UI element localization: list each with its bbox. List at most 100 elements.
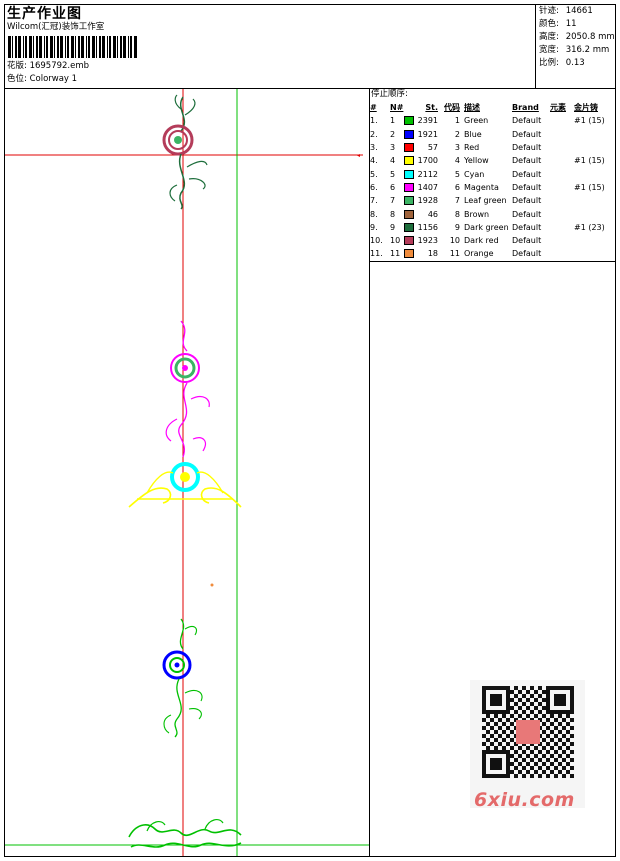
row-stitches: 2391	[404, 114, 438, 127]
row-sequin	[574, 141, 605, 154]
col-brand: Brand	[512, 103, 539, 113]
row-element	[550, 194, 574, 207]
row-index: 2.	[370, 129, 378, 139]
barcode	[8, 36, 140, 58]
row-description: Orange	[464, 249, 494, 259]
row-description: Leaf green	[464, 196, 507, 206]
row-needle: 11	[390, 249, 401, 259]
row-brand: Default	[512, 169, 542, 179]
row-code: 11	[449, 249, 460, 259]
row-code: 9	[454, 222, 460, 232]
row-sequin	[574, 234, 605, 247]
row-element	[550, 167, 574, 180]
stat-stitches: 针迹: 14661	[539, 6, 593, 16]
table-row: 8. 8 46 8 Brown Default	[370, 207, 605, 220]
company-name: Wilcom(汇冠)装饰工作室	[7, 22, 105, 32]
table-row: 3. 3 57 3 Red Default	[370, 141, 605, 154]
guide-marker: ◂	[357, 152, 360, 159]
row-needle: 10	[390, 236, 401, 246]
row-element	[550, 128, 574, 141]
table-row: 10. 10 1923 10 Dark red Default	[370, 234, 605, 247]
row-brand: Default	[512, 182, 542, 192]
row-index: 11.	[370, 249, 383, 259]
row-index: 4.	[370, 156, 378, 166]
row-sequin: #1 (15)	[574, 182, 605, 192]
motif-bottom-border	[128, 819, 242, 848]
row-description: Yellow	[464, 156, 489, 166]
row-description: Magenta	[464, 182, 499, 192]
table-header-row: # N# St. 代码 描述 Brand 元素 金片铸	[370, 101, 605, 114]
stat-width: 宽度: 316.2 mm	[539, 45, 610, 55]
row-stitches: 57	[404, 141, 438, 154]
row-brand: Default	[512, 143, 542, 153]
table-row: 9. 9 1156 9 Dark green Default #1 (23)	[370, 221, 605, 234]
row-brand: Default	[512, 196, 542, 206]
row-stitches: 1407	[404, 181, 438, 194]
row-needle: 2	[390, 129, 396, 139]
row-element	[550, 114, 574, 127]
row-sequin	[574, 128, 605, 141]
row-stitches: 1921	[404, 128, 438, 141]
row-element	[550, 234, 574, 247]
table-row: 11. 11 18 11 Orange Default	[370, 247, 605, 260]
row-stitches: 1700	[404, 154, 438, 167]
row-description: Dark red	[464, 236, 499, 246]
color-swatch	[404, 209, 414, 219]
color-swatch	[404, 249, 414, 259]
colorway-label: 色位:	[7, 74, 27, 84]
row-description: Green	[464, 116, 489, 126]
color-swatch	[404, 182, 414, 192]
row-code: 2	[454, 129, 460, 139]
row-sequin	[574, 167, 605, 180]
row-brand: Default	[512, 129, 542, 139]
row-needle: 5	[390, 169, 396, 179]
row-code: 6	[454, 182, 460, 192]
col-code: 代码	[444, 103, 460, 113]
color-swatch	[404, 169, 414, 179]
watermark-text: 6xiu.com	[474, 789, 575, 811]
row-needle: 8	[390, 209, 396, 219]
row-stitches: 1923	[404, 234, 438, 247]
qr-code	[470, 680, 585, 808]
color-swatch	[404, 236, 414, 246]
row-description: Cyan	[464, 169, 485, 179]
design-value: 1695792.emb	[29, 61, 90, 71]
design-canvas: ◂	[5, 89, 369, 856]
col-stitches: St.	[425, 103, 438, 113]
row-index: 7.	[370, 196, 378, 206]
row-brand: Default	[512, 116, 542, 126]
color-swatch	[404, 222, 414, 232]
motif-middle-flower	[128, 320, 242, 508]
row-sequin	[574, 194, 605, 207]
col-needle: N#	[390, 103, 404, 113]
stat-scale: 比例: 0.13	[539, 58, 585, 68]
page-title: 生产作业图	[7, 6, 82, 22]
row-code: 1	[454, 116, 460, 126]
row-index: 1.	[370, 116, 378, 126]
row-needle: 3	[390, 143, 396, 153]
row-brand: Default	[512, 222, 542, 232]
stat-height: 高度: 2050.8 mm	[539, 32, 615, 42]
design-label: 花版:	[7, 61, 27, 71]
row-stitches: 18	[404, 247, 438, 260]
row-element	[550, 247, 574, 260]
row-stitches: 1156	[404, 221, 438, 234]
row-index: 8.	[370, 209, 378, 219]
row-stitches: 2112	[404, 167, 438, 180]
color-swatch	[404, 156, 414, 166]
row-description: Brown	[464, 209, 490, 219]
row-brand: Default	[512, 249, 542, 259]
stop-sequence-title: 停止顺序:	[371, 89, 408, 99]
colorway-row: 色位: Colorway 1	[7, 74, 77, 85]
row-brand: Default	[512, 236, 542, 246]
design-stats: 针迹: 14661 颜色: 11 高度: 2050.8 mm 宽度: 316.2…	[539, 5, 615, 70]
sheet-divider	[369, 88, 370, 857]
row-sequin: #1 (15)	[574, 116, 605, 126]
row-element	[550, 154, 574, 167]
row-needle: 1	[390, 116, 396, 126]
row-sequin	[574, 247, 605, 260]
row-element	[550, 141, 574, 154]
table-row: 2. 2 1921 2 Blue Default	[370, 128, 605, 141]
row-sequin	[574, 207, 605, 220]
row-sequin: #1 (23)	[574, 222, 605, 232]
